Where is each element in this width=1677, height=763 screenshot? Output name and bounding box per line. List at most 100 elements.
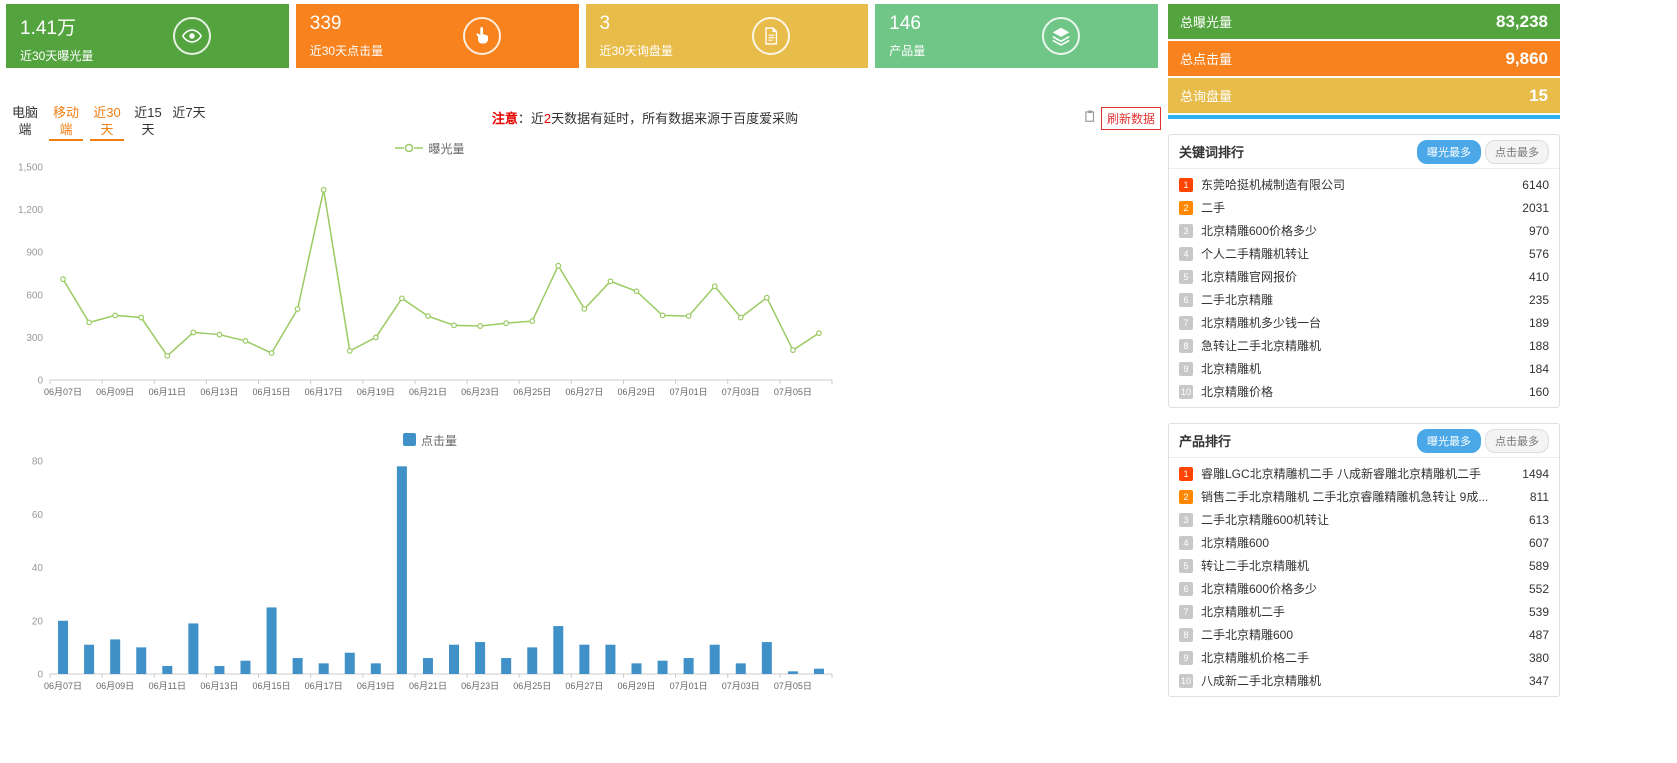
rank-badge: 4 [1179, 246, 1193, 261]
svg-text:300: 300 [26, 333, 43, 344]
svg-text:80: 80 [32, 457, 44, 468]
rank-row[interactable]: 8 二手北京精雕600 487 [1169, 623, 1559, 646]
total-bar: 总曝光量 83,238 [1168, 4, 1560, 39]
rank-row[interactable]: 1 睿雕LGC北京精雕机二手 八成新睿雕北京精雕机二手 1494 [1169, 462, 1559, 485]
rank-row[interactable]: 5 北京精雕官网报价 410 [1169, 265, 1559, 288]
summary-sidebar: 总曝光量 83,238 总点击量 9,860 总询盘量 15 关键词排行 曝光最… [1168, 4, 1560, 697]
svg-text:07月01日: 07月01日 [670, 681, 708, 691]
rank-text: 北京精雕官网报价 [1201, 270, 1298, 284]
rank-badge: 6 [1179, 292, 1193, 307]
svg-text:06月15日: 06月15日 [253, 681, 291, 691]
product-rank-list: 1 睿雕LGC北京精雕机二手 八成新睿雕北京精雕机二手 1494 2 销售二手北… [1169, 462, 1559, 692]
stat-card: 339 近30天点击量 [295, 4, 579, 68]
rank-row[interactable]: 3 北京精雕600价格多少 970 [1169, 219, 1559, 242]
refresh-data-button[interactable]: 刷新数据 [1101, 107, 1162, 130]
rank-row[interactable]: 9 北京精雕机 184 [1169, 357, 1559, 380]
rank-text: 北京精雕价格 [1201, 385, 1274, 399]
stat-card: 1.41万 近30天曝光量 [6, 4, 289, 68]
filter-tab[interactable]: 移动端 [49, 104, 83, 141]
svg-text:06月25日: 06月25日 [513, 387, 551, 397]
filter-tab[interactable]: 近15天 [134, 105, 162, 137]
rank-row[interactable]: 2 二手 2031 [1169, 196, 1559, 219]
product-tab-clicks-most[interactable]: 点击最多 [1485, 428, 1549, 453]
product-tab-exposure-most[interactable]: 曝光最多 [1417, 428, 1481, 453]
rank-badge: 2 [1179, 200, 1193, 215]
clicks-legend: 点击量 [0, 432, 860, 449]
svg-text:07月01日: 07月01日 [670, 387, 708, 397]
rank-text: 北京精雕机 [1201, 362, 1262, 376]
svg-text:06月21日: 06月21日 [409, 681, 447, 691]
rank-value: 613 [1528, 512, 1549, 527]
document-icon [752, 17, 791, 55]
rank-badge: 3 [1179, 223, 1193, 238]
rank-row[interactable]: 7 北京精雕机多少钱一台 189 [1169, 311, 1559, 334]
svg-text:06月29日: 06月29日 [617, 387, 655, 397]
rank-row[interactable]: 4 个人二手精雕机转让 576 [1169, 242, 1559, 265]
rank-value: 1494 [1522, 466, 1549, 481]
stat-card-value: 3 [599, 13, 611, 34]
stat-card-value: 339 [309, 13, 342, 34]
delay-notice: 注意：近2天数据有延时，所有数据来源于百度爱采购 [240, 108, 1050, 127]
keyword-tab-clicks-most[interactable]: 点击最多 [1485, 139, 1549, 164]
rank-badge: 10 [1179, 673, 1193, 688]
keyword-panel-header: 关键词排行 曝光最多 点击最多 [1169, 135, 1559, 169]
rank-row[interactable]: 7 北京精雕机二手 539 [1169, 600, 1559, 623]
product-panel-title: 产品排行 [1179, 434, 1232, 449]
exposure-line-chart: 0 300 600 900 1,200 1,500 06月07日 06月09日 06月11日 06… [0, 155, 860, 418]
rank-row[interactable]: 6 北京精雕600价格多少 552 [1169, 577, 1559, 600]
svg-text:06月15日: 06月15日 [253, 387, 291, 397]
rank-text: 东莞哈挺机械制造有限公司 [1201, 178, 1346, 192]
svg-text:1,200: 1,200 [18, 205, 43, 216]
filter-tab[interactable]: 近30天 [90, 104, 124, 141]
keyword-rank-list: 1 东莞哈挺机械制造有限公司 6140 2 二手 2031 3 北京精雕600价… [1169, 173, 1559, 403]
rank-text: 八成新二手北京精雕机 [1201, 674, 1322, 688]
rank-badge: 5 [1179, 558, 1193, 573]
svg-text:07月05日: 07月05日 [774, 387, 812, 397]
clipboard-icon [1083, 109, 1097, 128]
rank-row[interactable]: 8 急转让二手北京精雕机 188 [1169, 334, 1559, 357]
svg-text:06月07日: 06月07日 [44, 387, 82, 397]
rank-value: 487 [1528, 627, 1549, 642]
rank-row[interactable]: 5 转让二手北京精雕机 589 [1169, 554, 1559, 577]
rank-row[interactable]: 10 北京精雕价格 160 [1169, 380, 1559, 403]
layers-icon [1042, 17, 1080, 55]
keyword-panel-title: 关键词排行 [1179, 145, 1245, 160]
rank-value: 576 [1528, 246, 1549, 261]
rank-text: 转让二手北京精雕机 [1201, 559, 1310, 573]
keyword-ranking-panel: 关键词排行 曝光最多 点击最多 1 东莞哈挺机械制造有限公司 6140 2 二手… [1168, 134, 1560, 408]
rank-text: 北京精雕600 [1201, 536, 1270, 550]
keyword-tab-exposure-most[interactable]: 曝光最多 [1417, 139, 1481, 164]
svg-text:06月17日: 06月17日 [305, 681, 343, 691]
rank-row[interactable]: 2 销售二手北京精雕机 二手北京睿雕精雕机急转让 9成... 811 [1169, 485, 1559, 508]
filter-tab[interactable]: 电脑端 [11, 105, 38, 137]
rank-value: 2031 [1522, 200, 1549, 215]
rank-row[interactable]: 3 二手北京精雕600机转让 613 [1169, 508, 1559, 531]
filter-tab[interactable]: 近7天 [172, 105, 206, 120]
rank-badge: 1 [1179, 177, 1193, 192]
svg-text:0: 0 [37, 376, 43, 387]
rank-text: 二手北京精雕 [1201, 293, 1274, 307]
rank-text: 二手北京精雕600 [1201, 628, 1294, 642]
rank-row[interactable]: 1 东莞哈挺机械制造有限公司 6140 [1169, 173, 1559, 196]
rank-badge: 7 [1179, 604, 1193, 619]
blue-divider [1168, 115, 1560, 119]
rank-row[interactable]: 4 北京精雕600 607 [1169, 531, 1559, 554]
svg-text:06月27日: 06月27日 [565, 387, 603, 397]
rank-badge: 6 [1179, 581, 1193, 596]
notice-pre: ：近 [517, 111, 544, 126]
rank-text: 北京精雕机多少钱一台 [1201, 316, 1322, 330]
rank-text: 北京精雕600价格多少 [1201, 224, 1318, 238]
notice-post: 天数据有延时，所有数据来源于百度爱采购 [551, 111, 799, 126]
svg-text:60: 60 [32, 510, 44, 521]
svg-text:900: 900 [26, 248, 43, 259]
svg-text:06月19日: 06月19日 [357, 387, 395, 397]
rank-badge: 4 [1179, 535, 1193, 550]
rank-row[interactable]: 10 八成新二手北京精雕机 347 [1169, 669, 1559, 692]
svg-text:06月11日: 06月11日 [149, 387, 186, 397]
rank-row[interactable]: 6 二手北京精雕 235 [1169, 288, 1559, 311]
rank-text: 睿雕LGC北京精雕机二手 八成新睿雕北京精雕机二手 [1201, 467, 1482, 481]
rank-value: 410 [1528, 269, 1549, 284]
rank-row[interactable]: 9 北京精雕机价格二手 380 [1169, 646, 1559, 669]
rank-value: 970 [1528, 223, 1549, 238]
svg-text:06月25日: 06月25日 [513, 681, 551, 691]
